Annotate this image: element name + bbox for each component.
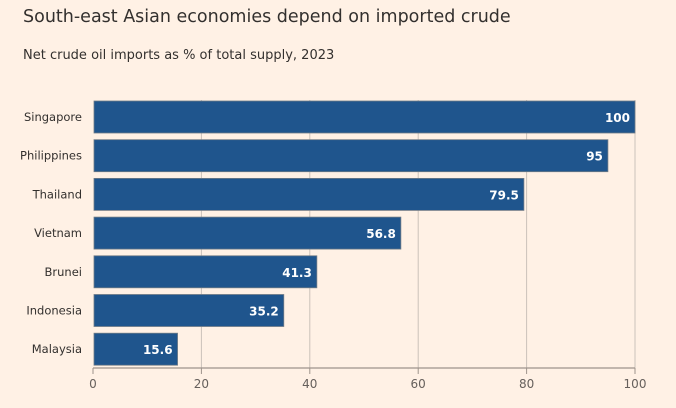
bar-vietnam [93,216,402,250]
data-label: 41.3 [282,266,312,280]
chart-title: South-east Asian economies depend on imp… [23,7,511,27]
x-tick-label: 0 [89,377,97,391]
x-tick-label: 40 [302,377,317,391]
data-label: 100 [605,111,630,125]
category-label: Philippines [20,149,82,163]
x-tick-label: 80 [519,377,534,391]
category-label: Singapore [24,110,82,124]
category-label: Malaysia [32,342,82,356]
bar-indonesia [93,294,285,327]
category-label: Brunei [45,265,82,279]
data-label: 95 [586,150,603,164]
x-tick-label: 60 [411,377,426,391]
data-label: 35.2 [249,305,279,319]
category-label: Vietnam [34,226,82,240]
bar-brunei [93,255,318,289]
data-label: 15.6 [143,343,173,357]
x-tick-label: 20 [194,377,209,391]
x-tick-label: 100 [624,377,647,391]
chart-subtitle: Net crude oil imports as % of total supp… [23,48,335,63]
data-label: 79.5 [489,188,519,202]
bar-malaysia [93,332,178,366]
bar-singapore [93,100,636,134]
bar-thailand [93,177,525,211]
category-label: Indonesia [26,304,82,318]
data-label: 56.8 [366,227,396,241]
bar-philippines [93,139,609,173]
category-label: Thailand [32,187,82,201]
